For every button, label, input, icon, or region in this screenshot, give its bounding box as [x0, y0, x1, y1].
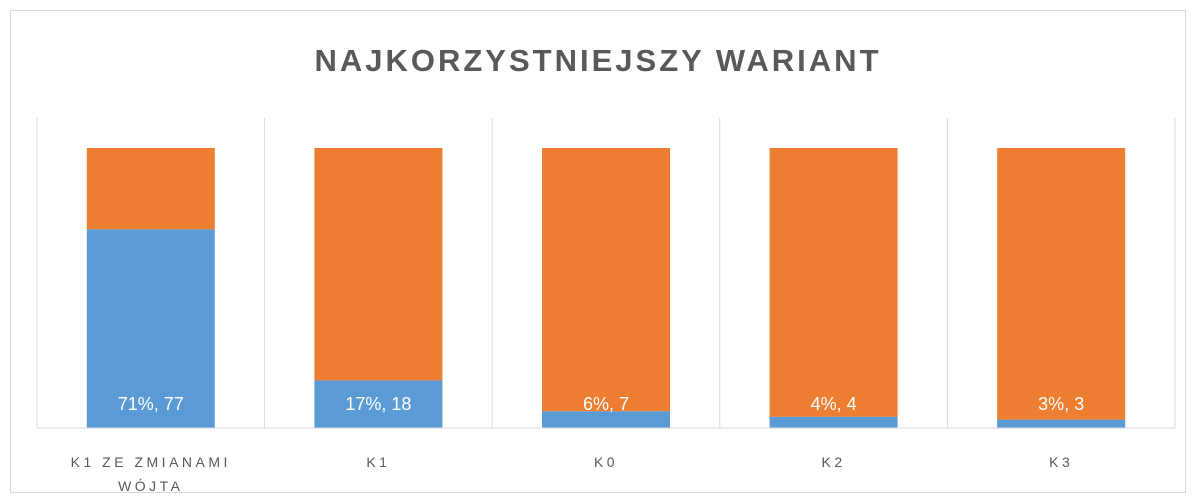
bar-segment — [997, 148, 1126, 420]
bar-segment — [542, 148, 670, 412]
bar-segment — [86, 148, 215, 230]
bar-segment — [542, 411, 670, 428]
data-label: 17%, 18 — [345, 394, 411, 414]
data-label: 3%, 3 — [1038, 394, 1084, 414]
bar-segment — [314, 148, 443, 381]
x-tick-label: K0 — [593, 454, 619, 470]
bar-segment — [86, 229, 215, 428]
x-tick-label: K1 ZE ZMIANAMI WÓJTA — [70, 454, 231, 494]
bar-segment — [769, 148, 898, 417]
bar-segment — [314, 380, 443, 428]
data-label: 4%, 4 — [811, 394, 857, 414]
x-tick-label: K2 — [821, 454, 846, 470]
x-tick-label: K1 — [366, 454, 391, 470]
data-label: 71%, 77 — [118, 394, 184, 414]
data-label: 6%, 7 — [583, 394, 629, 414]
bar-segment — [997, 419, 1126, 428]
x-tick-label: K3 — [1049, 454, 1074, 470]
chart-title: NAJKORZYSTNIEJSZY WARIANT — [314, 43, 881, 78]
bar-segment — [769, 416, 898, 428]
